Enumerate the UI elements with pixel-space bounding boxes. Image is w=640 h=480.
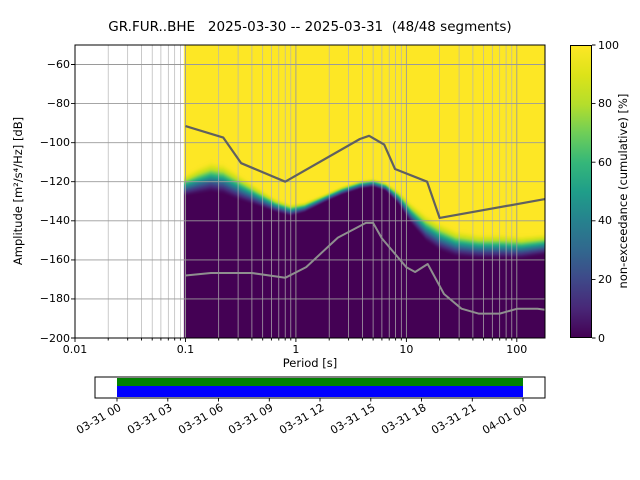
x-tick-label: 0.1 — [176, 343, 195, 356]
colorbar-tick-label: 20 — [598, 272, 612, 286]
y-tick-label: −120 — [39, 175, 70, 189]
colorbar-label: non-exceedance (cumulative) [%] — [616, 93, 630, 289]
x-tick-label: 10 — [399, 343, 414, 356]
y-tick-label: −200 — [39, 331, 70, 345]
y-tick-label: −100 — [39, 136, 70, 150]
y-tick-label: −160 — [39, 253, 70, 267]
y-tick-label: −180 — [39, 292, 70, 306]
x-tick-label: 1 — [292, 343, 300, 356]
colorbar-tick-label: 40 — [598, 214, 612, 228]
y-tick-label: −60 — [46, 58, 70, 72]
figure-title: GR.FUR..BHE 2025-03-30 -- 2025-03-31 (48… — [108, 19, 512, 35]
timeline-box — [94, 376, 546, 399]
x-tick-label: 100 — [506, 343, 528, 356]
y-tick-label: −80 — [46, 97, 70, 111]
colorbar-tick-label: 80 — [598, 97, 612, 111]
x-tick-label: 0.01 — [62, 343, 88, 356]
colorbar-tick-label: 60 — [598, 155, 612, 169]
y-axis-label: Amplitude [m²/s⁴/Hz] [dB] — [11, 116, 25, 266]
timeline-coverage-blue — [117, 386, 523, 397]
colorbar-tick-label: 0 — [598, 331, 605, 345]
x-axis-label: Period [s] — [282, 356, 338, 370]
timeline-coverage-green — [117, 378, 523, 386]
y-tick-label: −140 — [39, 214, 70, 228]
colorbar — [570, 45, 592, 338]
ppsd-heatmap — [75, 45, 545, 338]
colorbar-tick-label: 100 — [598, 38, 619, 52]
